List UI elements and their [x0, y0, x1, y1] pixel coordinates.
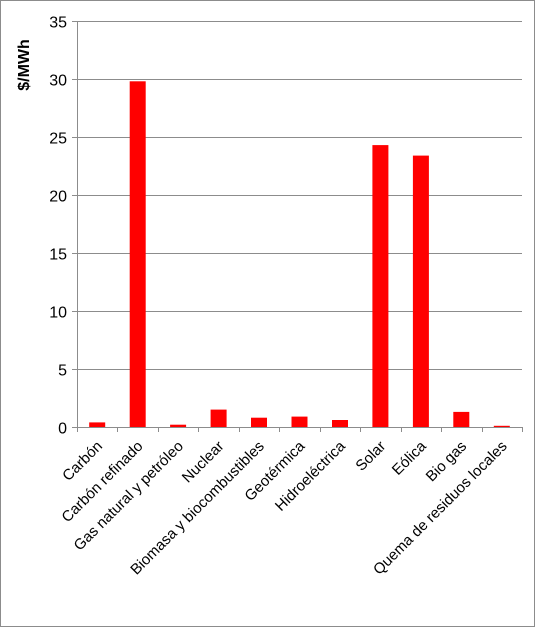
axes: [72, 21, 523, 432]
y-tick-label: 0: [58, 421, 67, 438]
bar-2: [170, 424, 187, 427]
y-tick-label: 10: [49, 305, 67, 322]
y-tick-label: 20: [49, 189, 67, 206]
y-tick-label: 15: [49, 247, 67, 264]
y-axis-label: $/MWh: [16, 39, 33, 91]
bars: [89, 81, 510, 428]
bar-1: [129, 81, 146, 428]
y-tick-label: 30: [49, 73, 67, 90]
y-tick-label: 5: [58, 363, 67, 380]
y-tick-labels: 0 5 10 15 20 25 30 35: [49, 15, 67, 438]
y-tick-label: 25: [49, 131, 67, 148]
y-tick-label: 35: [49, 15, 67, 32]
bar-4: [251, 417, 267, 427]
bar-0: [89, 422, 106, 427]
bar-8: [412, 155, 429, 427]
bar-7: [372, 145, 389, 427]
x-category-label: Hidroeléctrica: [272, 437, 349, 514]
bar-5: [291, 416, 308, 427]
bar-9: [453, 411, 470, 427]
bar-3: [210, 409, 227, 427]
x-category-label: Solar: [352, 438, 389, 475]
gridlines: [77, 21, 522, 370]
bar-6: [332, 420, 348, 427]
bar-10: [493, 425, 510, 427]
